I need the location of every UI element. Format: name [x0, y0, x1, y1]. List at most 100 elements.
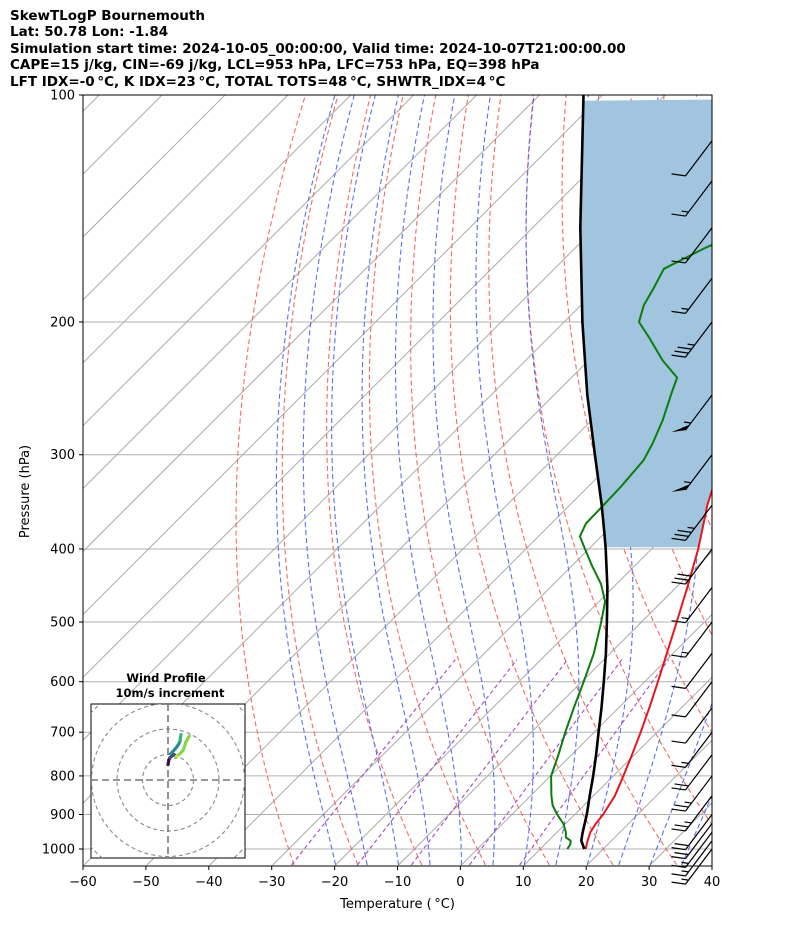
temperature-profile-line — [584, 487, 712, 850]
wind-barb-flag — [671, 881, 686, 885]
wind-barb-staff — [685, 621, 713, 658]
wind-barb-staff — [685, 321, 713, 358]
x-tick-label: −30 — [258, 875, 285, 890]
hodograph-trace — [175, 734, 191, 758]
wind-barb — [671, 795, 713, 832]
mixing-ratio-line — [356, 659, 518, 866]
wind-barb — [671, 823, 713, 860]
isotherm-line — [398, 550, 712, 866]
wind-barb-flag — [674, 843, 689, 847]
y-tick-label: 1000 — [42, 843, 75, 858]
wind-barb — [671, 548, 713, 585]
isotherm-line — [83, 95, 603, 616]
wind-barb-flag — [677, 529, 692, 533]
wind-barb-staff — [685, 681, 713, 718]
wind-barb-flag — [671, 620, 686, 624]
x-axis-label: Temperature ( °C) — [339, 897, 455, 912]
wind-barb-half-flag — [681, 307, 689, 310]
wind-barb-half-flag — [681, 870, 689, 873]
dry-adiabat-line — [488, 95, 678, 866]
wind-barb-staff — [685, 277, 713, 314]
wind-barb-staff — [685, 831, 713, 868]
moist-adiabat-line — [432, 95, 496, 866]
hodograph-trace — [174, 754, 179, 759]
wind-barb-flag — [671, 654, 686, 658]
wind-barb — [671, 454, 713, 492]
dry-adiabat-line — [410, 95, 550, 866]
wind-barb — [671, 681, 713, 718]
isotherm-line — [83, 95, 289, 301]
x-tick-label: −40 — [195, 875, 222, 890]
wind-barb — [671, 731, 713, 768]
y-tick-label: 500 — [50, 616, 75, 631]
dry-adiabat-line — [561, 95, 712, 734]
wind-barb-staff — [685, 180, 713, 217]
x-tick-label: 40 — [704, 875, 721, 890]
title-line-4: CAPE=15 j/kg, CIN=-69 j/kg, LCL=953 hPa,… — [10, 57, 540, 74]
wind-barb-flag — [671, 873, 686, 877]
x-tick-label: −60 — [69, 875, 96, 890]
y-tick-label: 900 — [50, 808, 75, 823]
wind-barb-staff — [685, 707, 713, 744]
dry-adiabat-line — [368, 95, 486, 866]
chart-title: SkewTLogP Bournemouth Lat: 50.78 Lon: -1… — [10, 8, 626, 90]
isotherm-line — [146, 299, 712, 866]
y-tick-label: 600 — [50, 675, 75, 690]
profile-layer — [550, 95, 712, 850]
wind-barb-flag — [671, 764, 686, 768]
wind-barb-flag — [674, 577, 689, 581]
wind-barb — [671, 140, 713, 177]
wind-barb-staff — [685, 454, 713, 491]
wind-barb-flag — [674, 783, 689, 787]
wind-barb-flag — [677, 573, 692, 577]
isotherm-line — [83, 95, 226, 238]
dry-adiabat-line — [729, 95, 794, 865]
x-tick-label: 10 — [515, 875, 532, 890]
dewpoint-profile-line — [550, 243, 712, 850]
wind-barb-flag — [671, 714, 686, 718]
wind-barb-flag — [674, 852, 689, 856]
wind-barb-pennant — [671, 484, 690, 492]
dry-adiabat-line — [762, 95, 794, 865]
isotherm-line — [523, 676, 712, 866]
wind-barb-half-flag — [687, 343, 695, 346]
mixing-ratio-line — [410, 659, 568, 866]
mixing-ratio-line — [469, 659, 623, 866]
x-tick-label: −20 — [321, 875, 348, 890]
mixing-ratio-line — [519, 659, 670, 866]
isotherm-line — [83, 95, 415, 427]
x-tick-label: 0 — [456, 875, 464, 890]
wind-barb-flag — [671, 808, 686, 812]
isotherm-line — [83, 95, 100, 112]
wind-barb-flag — [674, 804, 689, 808]
wind-barb-half-flag — [683, 481, 692, 484]
wind-barb-half-flag — [681, 210, 689, 213]
title-line-5: LFT IDX=-0 °C, K IDX=23 °C, TOTAL TOTS=4… — [10, 73, 506, 90]
cape-shaded-area — [580, 99, 712, 548]
hodograph-subtitle: 10m/s increment — [116, 686, 225, 700]
wind-barb-flag — [671, 173, 686, 177]
wind-barb-flag — [671, 847, 686, 851]
isotherm-line — [83, 95, 666, 679]
y-tick-label: 700 — [50, 726, 75, 741]
moist-adiabat-line — [275, 95, 337, 866]
wind-barb-staff — [685, 848, 713, 885]
wind-barb-half-flag — [684, 821, 692, 824]
cape-fill-layer — [580, 99, 712, 548]
moist-adiabat-line — [361, 95, 431, 866]
moist-adiabat-line — [302, 95, 368, 866]
wind-barb-flag — [671, 581, 686, 585]
wind-barb-flag — [674, 824, 689, 828]
wind-barb-staff — [685, 775, 713, 812]
wind-barb-flag — [671, 310, 686, 314]
parcel-profile-line — [578, 95, 609, 850]
wind-barb-staff — [685, 652, 713, 689]
wind-barb-staff — [685, 548, 713, 585]
isotherm-line — [83, 95, 540, 553]
wind-barb-flag — [671, 213, 686, 217]
wind-barb-pennant — [671, 424, 690, 433]
hodograph-trace — [178, 732, 183, 742]
moist-adiabat-line — [525, 95, 580, 866]
wind-barb-flag — [671, 828, 686, 832]
